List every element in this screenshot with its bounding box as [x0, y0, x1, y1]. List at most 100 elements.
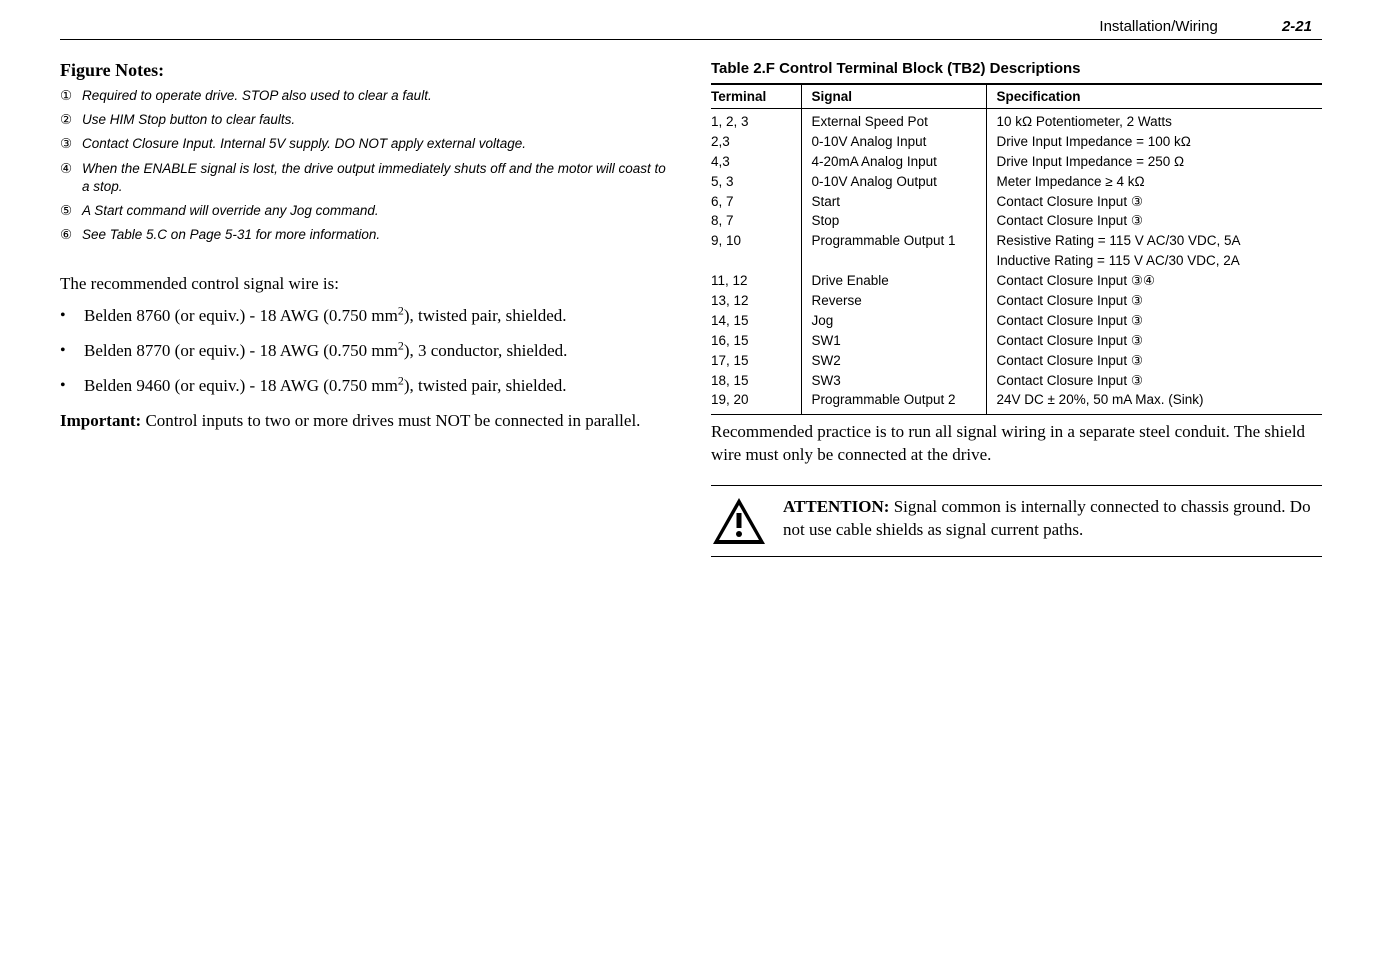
- warning-icon: [711, 496, 767, 546]
- wire-bullet: Belden 8770 (or equiv.) - 18 AWG (0.750 …: [60, 340, 671, 363]
- td-terminal: 14, 15: [711, 311, 801, 331]
- note-text: A Start command will override any Jog co…: [82, 202, 379, 220]
- wire-bullet: Belden 9460 (or equiv.) - 18 AWG (0.750 …: [60, 375, 671, 398]
- bullet-post: ), twisted pair, shielded.: [404, 306, 567, 325]
- table-body: 1, 2, 3External Speed Pot10 kΩ Potentiom…: [711, 109, 1322, 415]
- td-spec: Contact Closure Input ③: [986, 212, 1322, 232]
- table-row: 17, 15SW2Contact Closure Input ③: [711, 351, 1322, 371]
- attn-bottom-rule: [711, 556, 1322, 557]
- table-row: 6, 7StartContact Closure Input ③: [711, 192, 1322, 212]
- td-signal: SW1: [801, 331, 986, 351]
- recommended-practice: Recommended practice is to run all signa…: [711, 421, 1322, 467]
- table-row: 11, 12Drive EnableContact Closure Input …: [711, 272, 1322, 292]
- note-num: ⑤: [60, 202, 82, 220]
- bullet-pre: Belden 8760 (or equiv.) - 18 AWG (0.750 …: [84, 306, 398, 325]
- td-signal: 4-20mA Analog Input: [801, 152, 986, 172]
- table-row: 13, 12ReverseContact Closure Input ③: [711, 292, 1322, 312]
- td-signal: Programmable Output 1: [801, 232, 986, 252]
- td-spec: Resistive Rating = 115 V AC/30 VDC, 5A: [986, 232, 1322, 252]
- attn-top-rule: [711, 485, 1322, 486]
- td-spec: Drive Input Impedance = 100 kΩ: [986, 132, 1322, 152]
- table-row: 14, 15JogContact Closure Input ③: [711, 311, 1322, 331]
- note-text: Required to operate drive. STOP also use…: [82, 87, 432, 105]
- td-spec: 10 kΩ Potentiometer, 2 Watts: [986, 109, 1322, 133]
- td-terminal: [711, 252, 801, 272]
- td-spec: Contact Closure Input ③: [986, 292, 1322, 312]
- td-terminal: 8, 7: [711, 212, 801, 232]
- table-bottom-rule: [711, 414, 1322, 415]
- td-spec: 24V DC ± 20%, 50 mA Max. (Sink): [986, 391, 1322, 414]
- figure-note: ⑤A Start command will override any Jog c…: [60, 202, 671, 220]
- header-rule: [60, 39, 1322, 40]
- th-terminal: Terminal: [711, 85, 801, 109]
- td-terminal: 6, 7: [711, 192, 801, 212]
- terminal-table: Terminal Signal Specification 1, 2, 3Ext…: [711, 85, 1322, 414]
- left-column: Figure Notes: ①Required to operate drive…: [60, 60, 671, 567]
- note-text: Use HIM Stop button to clear faults.: [82, 111, 295, 129]
- td-terminal: 2,3: [711, 132, 801, 152]
- td-spec: Contact Closure Input ③④: [986, 272, 1322, 292]
- td-signal: 0-10V Analog Input: [801, 132, 986, 152]
- table-row: 5, 30-10V Analog OutputMeter Impedance ≥…: [711, 172, 1322, 192]
- td-signal: [801, 252, 986, 272]
- td-terminal: 19, 20: [711, 391, 801, 414]
- td-spec: Contact Closure Input ③: [986, 331, 1322, 351]
- td-signal: 0-10V Analog Output: [801, 172, 986, 192]
- table-row: 8, 7StopContact Closure Input ③: [711, 212, 1322, 232]
- td-signal: SW2: [801, 351, 986, 371]
- th-signal: Signal: [801, 85, 986, 109]
- td-terminal: 16, 15: [711, 331, 801, 351]
- td-spec: Inductive Rating = 115 V AC/30 VDC, 2A: [986, 252, 1322, 272]
- td-signal: Stop: [801, 212, 986, 232]
- important-note: Important: Control inputs to two or more…: [60, 410, 671, 433]
- table-row: 9, 10Programmable Output 1Resistive Rati…: [711, 232, 1322, 252]
- td-terminal: 4,3: [711, 152, 801, 172]
- table-header-row: Terminal Signal Specification: [711, 85, 1322, 109]
- rec-intro: The recommended control signal wire is:: [60, 273, 671, 296]
- attention-text: ATTENTION: Signal common is internally c…: [783, 496, 1322, 542]
- td-spec: Contact Closure Input ③: [986, 371, 1322, 391]
- right-column: Table 2.F Control Terminal Block (TB2) D…: [711, 60, 1322, 567]
- page-number: 2-21: [1282, 18, 1312, 35]
- th-spec: Specification: [986, 85, 1322, 109]
- note-text: When the ENABLE signal is lost, the driv…: [82, 160, 671, 196]
- note-num: ②: [60, 111, 82, 129]
- td-signal: Start: [801, 192, 986, 212]
- content-columns: Figure Notes: ①Required to operate drive…: [60, 60, 1322, 567]
- bullet-pre: Belden 8770 (or equiv.) - 18 AWG (0.750 …: [84, 341, 398, 360]
- td-signal: Reverse: [801, 292, 986, 312]
- attn-flex: ATTENTION: Signal common is internally c…: [711, 496, 1322, 546]
- attention-label: ATTENTION:: [783, 497, 889, 516]
- td-terminal: 17, 15: [711, 351, 801, 371]
- td-spec: Drive Input Impedance = 250 Ω: [986, 152, 1322, 172]
- table-row: 2,30-10V Analog InputDrive Input Impedan…: [711, 132, 1322, 152]
- important-text: Control inputs to two or more drives mus…: [141, 411, 640, 430]
- td-signal: External Speed Pot: [801, 109, 986, 133]
- td-signal: Jog: [801, 311, 986, 331]
- wire-bullet-list: Belden 8760 (or equiv.) - 18 AWG (0.750 …: [60, 305, 671, 398]
- important-label: Important:: [60, 411, 141, 430]
- note-num: ⑥: [60, 226, 82, 244]
- bullet-pre: Belden 9460 (or equiv.) - 18 AWG (0.750 …: [84, 376, 398, 395]
- table-title: Table 2.F Control Terminal Block (TB2) D…: [711, 60, 1322, 77]
- td-terminal: 18, 15: [711, 371, 801, 391]
- note-num: ③: [60, 135, 82, 153]
- figure-notes-title: Figure Notes:: [60, 60, 671, 81]
- section-name: Installation/Wiring: [1099, 18, 1217, 35]
- td-spec: Contact Closure Input ③: [986, 351, 1322, 371]
- figure-note: ①Required to operate drive. STOP also us…: [60, 87, 671, 105]
- figure-note: ③Contact Closure Input. Internal 5V supp…: [60, 135, 671, 153]
- figure-notes-list: ①Required to operate drive. STOP also us…: [60, 87, 671, 245]
- td-signal: Drive Enable: [801, 272, 986, 292]
- note-num: ①: [60, 87, 82, 105]
- attention-block: ATTENTION: Signal common is internally c…: [711, 485, 1322, 557]
- wire-bullet: Belden 8760 (or equiv.) - 18 AWG (0.750 …: [60, 305, 671, 328]
- td-terminal: 1, 2, 3: [711, 109, 801, 133]
- table-row: 4,34-20mA Analog InputDrive Input Impeda…: [711, 152, 1322, 172]
- td-terminal: 13, 12: [711, 292, 801, 312]
- bullet-post: ), twisted pair, shielded.: [404, 376, 567, 395]
- td-spec: Meter Impedance ≥ 4 kΩ: [986, 172, 1322, 192]
- td-spec: Contact Closure Input ③: [986, 311, 1322, 331]
- note-text: See Table 5.C on Page 5-31 for more info…: [82, 226, 380, 244]
- table-row: 1, 2, 3External Speed Pot10 kΩ Potentiom…: [711, 109, 1322, 133]
